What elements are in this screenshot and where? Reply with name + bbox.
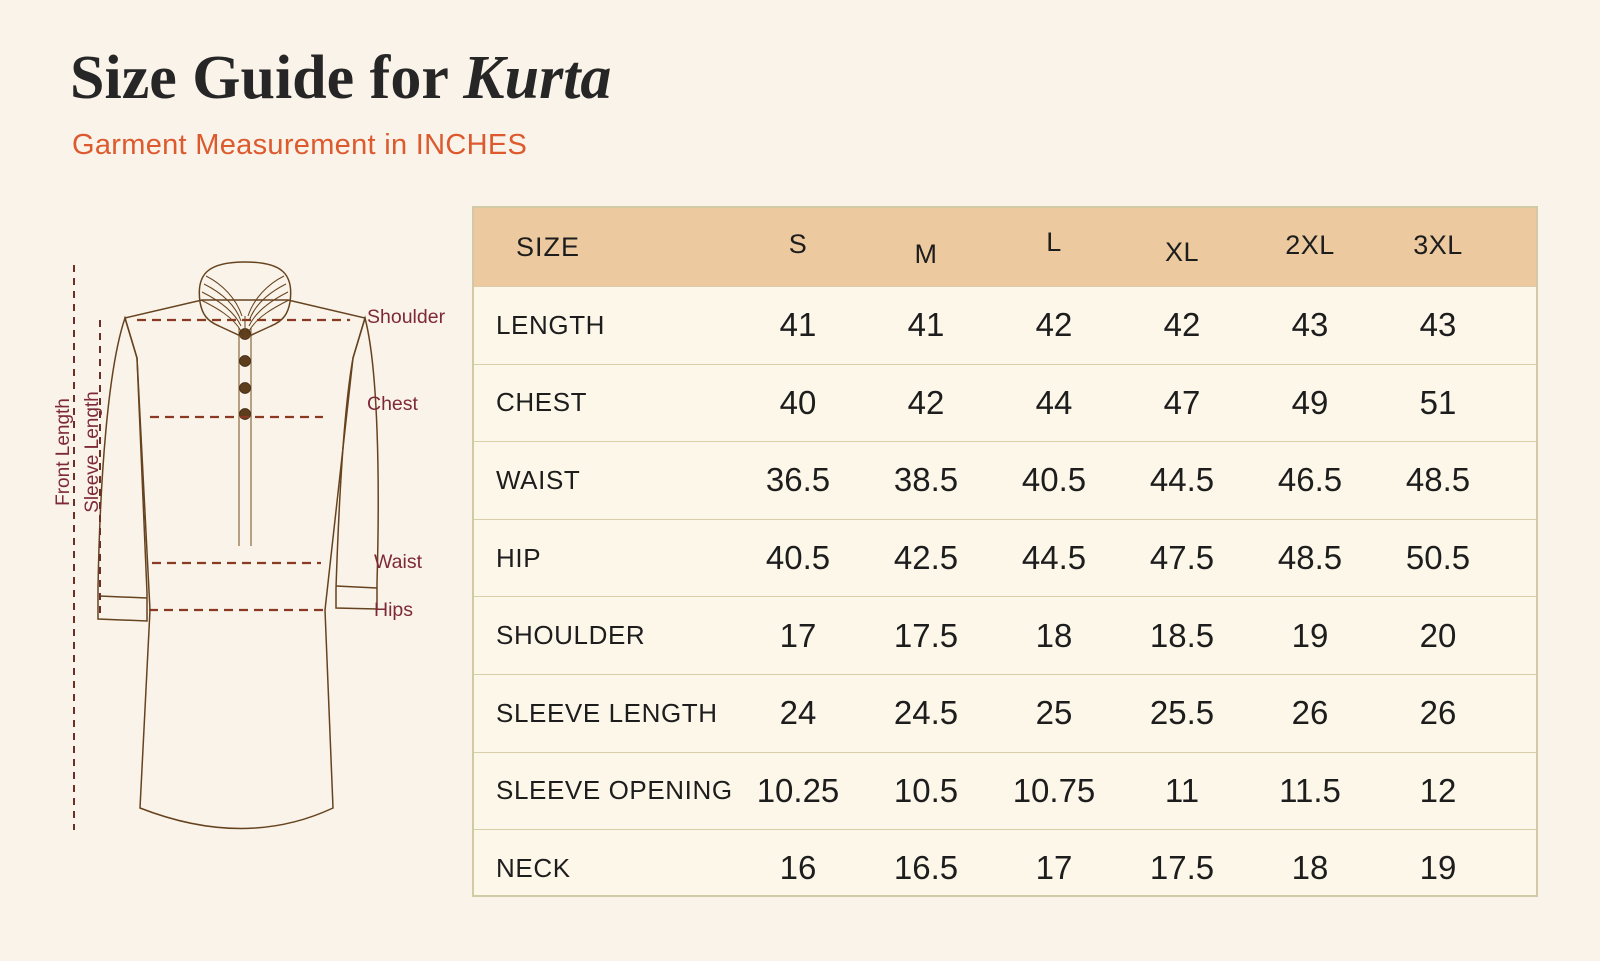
table-row-length: LENGTH 41 41 42 42 43 43 (474, 286, 1536, 364)
table-row-sleeve-opening: SLEEVE OPENING 10.25 10.5 10.75 11 11.5 … (474, 751, 1536, 830)
row-label: SLEEVE OPENING (496, 775, 733, 806)
row-label: NECK (496, 852, 571, 883)
table-cell: 48.5 (1405, 461, 1471, 499)
table-cell: 42 (907, 383, 945, 421)
kurta-buttons (239, 328, 251, 420)
waist-label: Waist (374, 551, 423, 573)
table-row-hip: HIP 40.5 42.5 44.5 47.5 48.5 50.5 (474, 518, 1536, 597)
table-cell: 26 (1419, 694, 1457, 732)
table-cell: 44 (1035, 383, 1073, 421)
table-cell: 12 (1419, 771, 1457, 809)
column-header-3xl: 3XL (1413, 229, 1463, 260)
measurement-lines (73, 265, 350, 830)
page-title-prefix: Size Guide for (70, 44, 464, 112)
column-header-s: S (788, 228, 808, 259)
column-header-xl: XL (1164, 236, 1200, 267)
table-cell: 25 (1035, 694, 1073, 732)
row-label: HIP (496, 542, 542, 573)
page-title: Size Guide for Kurta (70, 44, 612, 112)
table-cell: 16 (779, 849, 817, 887)
table-cell: 24.5 (893, 694, 959, 732)
column-header-2xl: 2XL (1285, 229, 1335, 260)
table-cell: 18 (1291, 849, 1329, 887)
table-row-waist: WAIST 36.5 38.5 40.5 44.5 46.5 48.5 (474, 441, 1536, 519)
table-row-neck: NECK 16 16.5 17 17.5 18 19 (474, 829, 1536, 907)
row-label: SLEEVE LENGTH (496, 697, 718, 728)
table-cell: 42.5 (893, 539, 959, 577)
table-cell: 41 (907, 306, 945, 344)
table-cell: 46.5 (1277, 461, 1343, 499)
sleeve-length-label: Sleeve Length (82, 391, 103, 513)
table-cell: 20 (1419, 616, 1457, 654)
table-cell: 26 (1291, 694, 1329, 732)
front-length-label: Front Length (53, 398, 74, 506)
table-cell: 17.5 (893, 616, 959, 654)
table-cell: 44.5 (1021, 539, 1087, 577)
table-cell: 42 (1035, 306, 1073, 344)
row-label: SHOULDER (496, 620, 646, 651)
table-cell: 18.5 (1149, 616, 1215, 654)
table-cell: 47 (1163, 383, 1201, 421)
table-cell: 10.25 (756, 771, 840, 809)
kurta-body (124, 299, 366, 830)
table-row-chest: CHEST 40 42 44 47 49 51 (474, 363, 1536, 442)
table-cell: 40.5 (765, 539, 831, 577)
shoulder-label: Shoulder (367, 306, 446, 328)
table-cell: 17.5 (1149, 849, 1215, 887)
column-header-size: SIZE (516, 231, 581, 262)
chest-label: Chest (367, 393, 418, 415)
table-cell: 40 (779, 383, 817, 421)
table-cell: 50.5 (1405, 539, 1471, 577)
table-cell: 40.5 (1021, 461, 1087, 499)
table-cell: 41 (779, 306, 817, 344)
table-cell: 18 (1035, 616, 1073, 654)
page-title-garment-name: Kurta (463, 44, 612, 112)
table-cell: 11 (1164, 771, 1200, 809)
table-cell: 43 (1291, 306, 1329, 344)
table-cell: 44.5 (1149, 461, 1215, 499)
table-cell: 48.5 (1277, 539, 1343, 577)
table-cell: 16.5 (893, 849, 959, 887)
table-cell: 25.5 (1149, 694, 1215, 732)
table-row-shoulder: SHOULDER 17 17.5 18 18.5 19 20 (474, 596, 1536, 674)
table-cell: 17 (1035, 849, 1073, 887)
table-header-row: SIZE S M L XL 2XL 3XL (474, 208, 1536, 286)
kurta-left-sleeve (97, 315, 148, 622)
table-cell: 42 (1163, 306, 1201, 344)
table-cell: 11.5 (1279, 771, 1341, 809)
table-cell: 51 (1419, 383, 1457, 421)
table-cell: 10.5 (893, 771, 959, 809)
table-cell: 17 (779, 616, 817, 654)
table-cell: 49 (1291, 383, 1329, 421)
table-cell: 38.5 (893, 461, 959, 499)
size-table: SIZE S M L XL 2XL 3XL LENGTH 41 41 42 42… (472, 206, 1538, 897)
table-cell: 47.5 (1149, 539, 1215, 577)
kurta-right-sleeve (335, 315, 379, 610)
row-label: CHEST (496, 387, 588, 418)
kurta-collar (198, 261, 292, 339)
page-subtitle: Garment Measurement in INCHES (72, 129, 528, 161)
table-row-sleeve-length: SLEEVE LENGTH 24 24.5 25 25.5 26 26 (474, 673, 1536, 752)
table-cell: 19 (1291, 616, 1329, 654)
row-label: WAIST (496, 464, 581, 495)
kurta-placket (238, 328, 252, 546)
table-cell: 19 (1419, 849, 1457, 887)
row-label: LENGTH (496, 309, 606, 340)
table-cell: 36.5 (765, 461, 831, 499)
kurta-garment-illustration (73, 261, 379, 830)
column-header-l: L (1046, 226, 1062, 257)
column-header-m: M (914, 238, 938, 269)
table-cell: 10.75 (1012, 771, 1096, 809)
hips-label: Hips (374, 599, 414, 621)
table-cell: 43 (1419, 306, 1457, 344)
table-cell: 24 (779, 694, 817, 732)
